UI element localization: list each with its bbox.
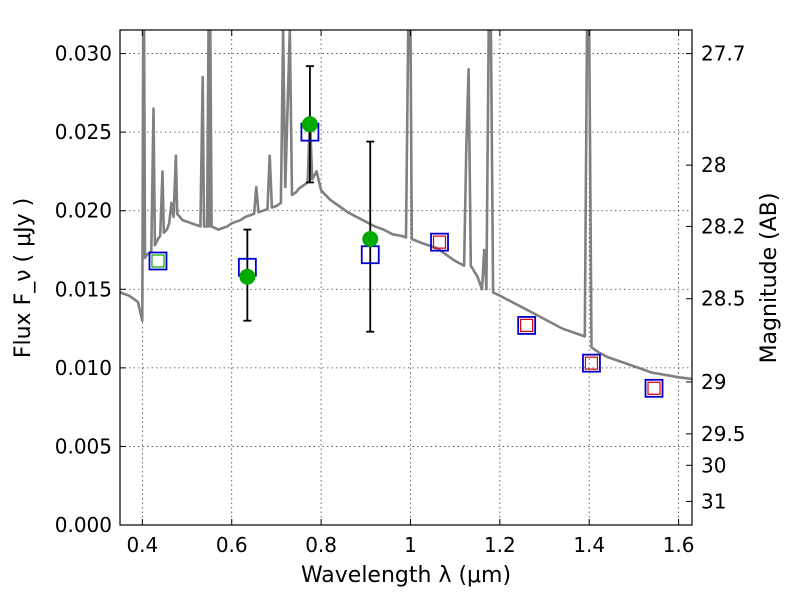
right-tick-label: 28 — [701, 153, 726, 177]
model-spectrum — [120, 30, 692, 381]
y-tick-label: 0.020 — [55, 199, 112, 223]
x-tick-label: 1 — [404, 533, 417, 557]
inner-red-box — [647, 381, 661, 395]
x-tick-label: 1.2 — [484, 533, 516, 557]
observed-points — [239, 116, 379, 285]
right-tick-label: 28.5 — [701, 287, 746, 311]
model-photometry-box — [430, 232, 449, 252]
axis-ticks: 0.4 0.6 0.8 1 1.2 1.4 1.6 0.000 0.005 0.010 0.015 0… — [55, 30, 746, 557]
y-tick-label: 0.030 — [55, 42, 112, 66]
model-photometry-box — [517, 316, 537, 335]
observed-point — [301, 116, 318, 133]
spectrum-line — [120, 30, 692, 381]
y-tick-label: 0.010 — [55, 356, 112, 380]
right-tick-label: 29.5 — [701, 422, 746, 446]
y-axis-label: Flux F_ν ( μJy ) — [11, 198, 36, 358]
right-tick-label: 29 — [701, 370, 726, 394]
x-tick-label: 1.6 — [663, 533, 695, 557]
y-tick-label: 0.025 — [55, 120, 112, 144]
x-tick-label: 0.4 — [126, 533, 158, 557]
model-photometry-box — [644, 378, 664, 398]
inner-red-box — [432, 235, 447, 249]
observed-point — [362, 231, 379, 247]
model-photometry-box — [582, 353, 601, 373]
inner-green-box — [151, 254, 165, 268]
plot-frame — [119, 29, 693, 526]
y-tick-label: 0.005 — [55, 434, 112, 458]
right-tick-label: 28.2 — [701, 214, 746, 238]
inner-red-box — [520, 318, 534, 333]
model-photometry-box — [148, 251, 168, 271]
inner-red-box — [584, 356, 599, 370]
observed-point — [239, 268, 256, 285]
y-tick-label: 0.015 — [55, 277, 112, 301]
right-tick-label: 27.7 — [701, 42, 746, 66]
observed-errorbars — [243, 65, 375, 333]
x-tick-label: 0.6 — [216, 533, 248, 557]
grid-lines — [120, 30, 692, 525]
x-tick-label: 0.8 — [305, 533, 337, 557]
right-tick-label: 31 — [701, 489, 726, 513]
x-tick-label: 1.4 — [573, 533, 605, 557]
y-tick-label: 0.000 — [55, 513, 112, 537]
right-axis-label: Magnitude (AB) — [757, 193, 782, 364]
x-axis-label: Wavelength λ (μm) — [301, 563, 511, 588]
right-tick-label: 30 — [701, 453, 726, 477]
